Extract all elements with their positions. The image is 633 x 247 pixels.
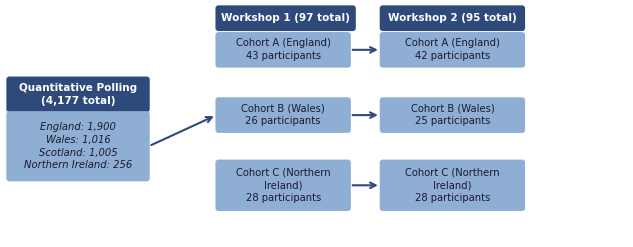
Text: Cohort C (Northern
Ireland)
28 participants: Cohort C (Northern Ireland) 28 participa…	[405, 167, 499, 203]
FancyBboxPatch shape	[215, 32, 351, 68]
FancyBboxPatch shape	[380, 32, 525, 68]
Text: Quantitative Polling
(4,177 total): Quantitative Polling (4,177 total)	[19, 83, 137, 106]
Text: Cohort B (Wales)
26 participants: Cohort B (Wales) 26 participants	[241, 104, 325, 126]
Text: Cohort A (England)
42 participants: Cohort A (England) 42 participants	[405, 39, 500, 61]
FancyBboxPatch shape	[380, 160, 525, 211]
FancyBboxPatch shape	[215, 97, 351, 133]
Text: Workshop 1 (97 total): Workshop 1 (97 total)	[221, 13, 350, 23]
FancyBboxPatch shape	[215, 5, 356, 31]
Text: England: 1,900
Wales: 1,016
Scotland: 1,005
Northern Ireland: 256: England: 1,900 Wales: 1,016 Scotland: 1,…	[24, 122, 132, 170]
FancyBboxPatch shape	[380, 5, 525, 31]
FancyBboxPatch shape	[215, 160, 351, 211]
FancyBboxPatch shape	[6, 111, 150, 181]
FancyBboxPatch shape	[380, 97, 525, 133]
FancyBboxPatch shape	[6, 77, 150, 112]
Text: Cohort B (Wales)
25 participants: Cohort B (Wales) 25 participants	[411, 104, 494, 126]
Text: Cohort C (Northern
Ireland)
28 participants: Cohort C (Northern Ireland) 28 participa…	[236, 167, 330, 203]
Text: Cohort A (England)
43 participants: Cohort A (England) 43 participants	[235, 39, 330, 61]
Text: Workshop 2 (95 total): Workshop 2 (95 total)	[388, 13, 517, 23]
